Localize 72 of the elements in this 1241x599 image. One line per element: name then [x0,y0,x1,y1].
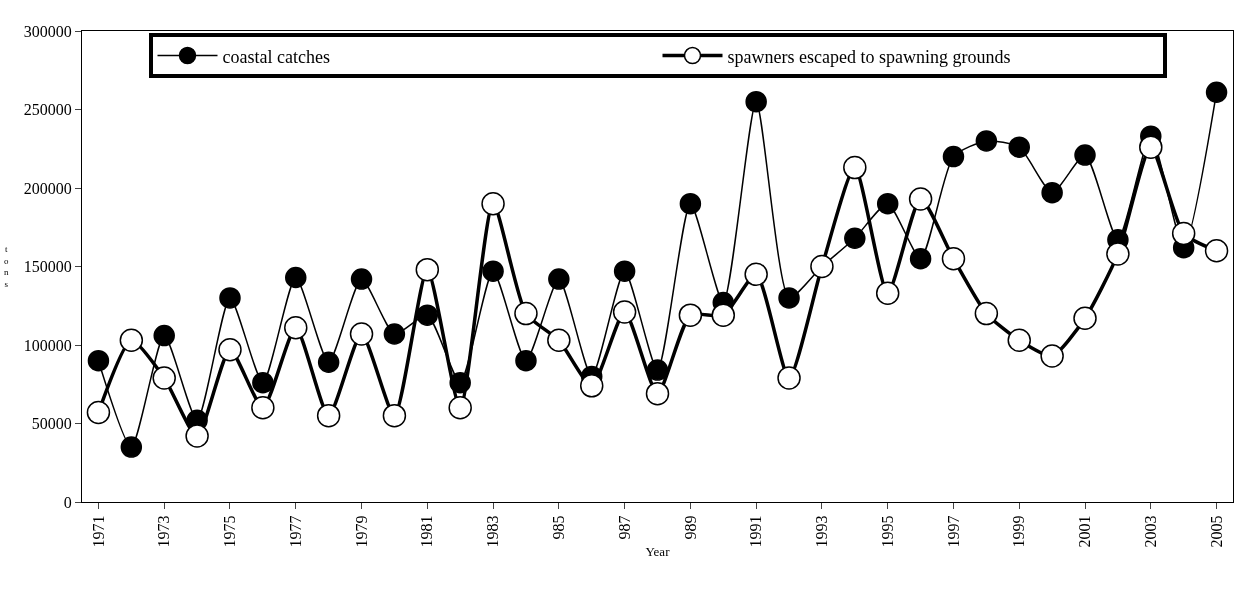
y-tick-label: 50000 [31,415,72,433]
point [942,145,965,168]
point [876,192,899,215]
x-tick-label: 1981 [418,515,436,548]
point [548,268,570,290]
x-tick-label: 1979 [352,515,370,548]
point [219,287,241,309]
x-tick-label: 2003 [1141,515,1159,548]
x-tick-label: 1977 [286,515,304,548]
point [1139,135,1163,159]
y-tick-label: 100000 [23,336,72,354]
y-tick-label: 150000 [23,258,72,276]
x-tick-label: 2001 [1076,515,1094,548]
point [317,351,340,374]
point [778,287,800,309]
point [285,266,307,289]
point [153,324,175,347]
x-tick-label: 1995 [878,515,896,548]
legend-label: coastal catches [222,46,330,67]
x-tick-label: 1975 [221,515,239,548]
point [152,366,176,390]
point [745,90,767,113]
point [350,268,373,290]
point [185,424,209,448]
point [1171,221,1196,246]
y-tick-label: 0 [63,493,72,511]
point [975,130,998,152]
y-tick-label: 250000 [23,101,72,119]
x-tick-label: 989 [681,515,699,540]
point [547,328,571,353]
point [613,260,636,282]
point [1205,81,1228,103]
point [1041,181,1063,204]
point [515,349,537,372]
point [482,260,504,282]
point [1106,242,1130,266]
x-tick-label: 1993 [813,515,831,548]
point [974,301,999,326]
x-tick-label: 1973 [155,515,173,548]
point [1073,306,1097,331]
point [1074,144,1096,166]
point [844,227,866,249]
point [679,192,702,215]
x-tick-label: 1997 [944,515,962,548]
point [909,247,932,270]
point [87,349,110,372]
point [120,436,143,458]
point [941,246,966,271]
point [416,304,439,326]
point [711,303,736,327]
point [1040,344,1064,368]
x-tick-label: 1983 [484,515,502,548]
point [579,374,604,398]
point [645,381,670,406]
x-tick-label: 1999 [1010,515,1028,548]
x-tick-label: 1971 [89,515,107,548]
y-tick-label: 200000 [23,179,72,197]
y-tick-label: 300000 [23,22,72,40]
x-tick-label: 987 [615,515,633,540]
point [383,323,406,345]
x-axis-title: Year [645,544,671,559]
point [1007,328,1031,353]
point [646,359,669,381]
point [744,262,768,287]
x-tick-label: 985 [550,515,568,540]
point [1008,136,1030,158]
point [514,301,538,326]
y-axis-title: tons [4,244,9,290]
x-tick-label: 1991 [747,515,765,548]
x-tick-label: 2005 [1207,515,1225,548]
legend-label: spawners escaped to spawning grounds [727,46,1011,67]
point [252,371,274,394]
